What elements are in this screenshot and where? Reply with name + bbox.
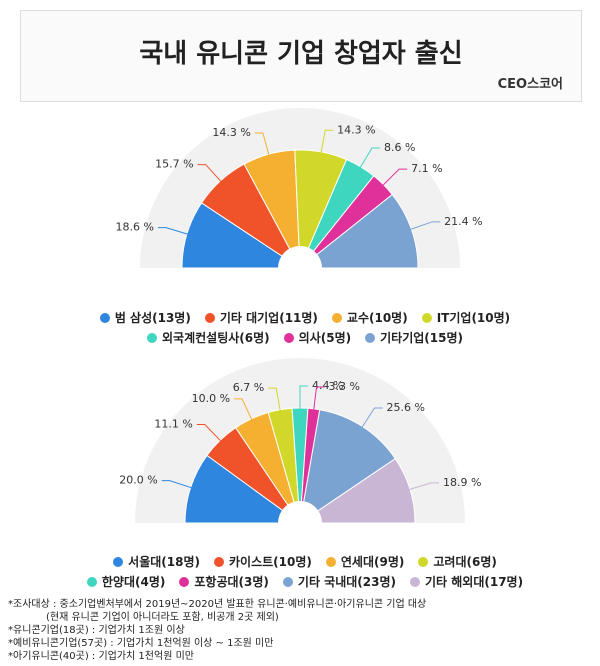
legend-label: 기타 해외대(17명) bbox=[425, 575, 524, 589]
legend-item: 기타 대기업(11명) bbox=[204, 309, 318, 326]
legend-item: 서울대(18명) bbox=[113, 553, 200, 570]
legend-item: 고려대(6명) bbox=[418, 553, 497, 570]
leader-line bbox=[234, 398, 254, 423]
data-label: 3.3 % bbox=[329, 380, 360, 393]
legend-swatch bbox=[147, 332, 158, 343]
data-label: 14.3 % bbox=[337, 123, 375, 136]
legend-label: 포항공대(3명) bbox=[194, 575, 269, 589]
legend-item: 카이스트(10명) bbox=[214, 553, 312, 570]
legend-swatch bbox=[283, 332, 294, 343]
legend-swatch bbox=[325, 556, 336, 567]
legend-item: 범 삼성(13명) bbox=[99, 309, 191, 326]
hole bbox=[278, 246, 322, 268]
data-label: 15.7 % bbox=[155, 158, 193, 171]
notes: *조사대상 : 중소기업벤처부에서 2019년~2020년 발표한 유니콘·예비… bbox=[8, 598, 426, 663]
leader-line bbox=[380, 168, 408, 188]
legend-label: 한양대(4명) bbox=[101, 575, 166, 589]
data-label: 7.1 % bbox=[411, 162, 442, 175]
leader-line bbox=[197, 164, 224, 185]
leader-line bbox=[196, 423, 224, 444]
legend-label: 교수(10명) bbox=[346, 311, 408, 325]
leader-line bbox=[358, 147, 381, 171]
leader-line bbox=[405, 482, 440, 492]
legend-label: 카이스트(10명) bbox=[229, 555, 312, 569]
legend-label: 고려대(6명) bbox=[433, 555, 497, 569]
legend-item: IT기업(10명) bbox=[421, 309, 511, 326]
legend-swatch bbox=[365, 332, 376, 343]
data-label: 18.6 % bbox=[115, 221, 153, 234]
leader-line bbox=[359, 407, 383, 431]
data-label: 11.1 % bbox=[154, 417, 192, 430]
leader-line bbox=[157, 227, 191, 236]
data-label: 25.6 % bbox=[386, 401, 424, 414]
legend-item: 기타기업(15명) bbox=[365, 329, 463, 346]
legend-swatch bbox=[418, 556, 429, 567]
legend-item: 한양대(4명) bbox=[86, 573, 166, 590]
legend-item: 기타 해외대(17명) bbox=[410, 573, 523, 590]
legend-label: IT기업(10명) bbox=[436, 311, 511, 325]
leader-line bbox=[299, 385, 308, 412]
legend-swatch bbox=[282, 576, 293, 587]
title-box: 국내 유니콘 기업 창업자 출신 CEO스코어 bbox=[20, 10, 582, 102]
data-label: 4.4 % bbox=[312, 379, 343, 392]
note: *조사대상 : 중소기업벤처부에서 2019년~2020년 발표한 유니콘·예비… bbox=[8, 599, 427, 610]
data-label: 18.9 % bbox=[443, 476, 481, 489]
legend-label: 의사(5명) bbox=[298, 331, 352, 345]
legend-item: 외국계컨설팅사(6명) bbox=[147, 329, 270, 346]
legend-swatch bbox=[214, 556, 224, 567]
note: *예비유니콘기업(57곳) : 기업가치 1천억원 이상 ~ 1조원 미만 bbox=[8, 638, 274, 649]
legend-swatch bbox=[113, 556, 124, 567]
leader-line bbox=[407, 221, 441, 231]
legend-label: 범 삼성(13명) bbox=[114, 311, 191, 325]
leader-line bbox=[268, 387, 282, 414]
data-label: 20.0 % bbox=[119, 474, 157, 487]
legend-swatch bbox=[179, 576, 190, 587]
data-label: 8.6 % bbox=[384, 141, 415, 154]
legend-item: 교수(10명) bbox=[331, 309, 408, 326]
legend-item: 의사(5명) bbox=[283, 329, 352, 346]
source: CEO스코어 bbox=[497, 77, 563, 92]
data-label: 10.0 % bbox=[192, 392, 230, 405]
leader-line bbox=[312, 386, 325, 413]
note: (현재 유니콘 기업이 아니더라도 포함, 비공개 2곳 제외) bbox=[46, 612, 279, 623]
page-title: 국내 유니콘 기업 창업자 출신 bbox=[139, 39, 463, 69]
legend-label: 기타 대기업(11명) bbox=[219, 311, 318, 325]
data-label: 14.3 % bbox=[212, 126, 250, 139]
legend-item: 기타 국내대(23명) bbox=[282, 573, 396, 590]
leader-line bbox=[161, 480, 195, 490]
leader-line bbox=[319, 129, 334, 156]
legend-label: 연세대(9명) bbox=[340, 555, 405, 569]
legend-swatch bbox=[410, 576, 420, 587]
hole bbox=[278, 501, 322, 523]
legend-item: 포항공대(3명) bbox=[179, 573, 269, 590]
legend-label: 기타 국내대(23명) bbox=[297, 575, 396, 589]
legend: 서울대(18명) 카이스트(10명) 연세대(9명) 고려대(6명) 한양대(4명) 포항… bbox=[60, 553, 550, 590]
note: *아기유니콘(40곳) : 기업가치 1천억원 미만 bbox=[8, 651, 194, 662]
legend-label: 외국계컨설팅사(6명) bbox=[162, 331, 270, 345]
legend-swatch bbox=[421, 312, 432, 323]
legend-swatch bbox=[99, 312, 110, 323]
leader-line bbox=[254, 132, 271, 159]
note: *유니콘기업(18곳) : 기업가치 1조원 이상 bbox=[8, 625, 185, 636]
legend-swatch bbox=[204, 312, 215, 323]
legend-item: 연세대(9명) bbox=[325, 553, 405, 570]
legend-swatch bbox=[86, 576, 97, 587]
data-label: 21.4 % bbox=[444, 215, 482, 228]
legend-label: 기타기업(15명) bbox=[380, 331, 463, 345]
legend-label: 서울대(18명) bbox=[128, 555, 200, 569]
legend-swatch bbox=[331, 312, 342, 323]
data-label: 6.7 % bbox=[233, 381, 264, 394]
legend: 범 삼성(13명) 기타 대기업(11명) 교수(10명) IT기업(10명) 외국계컨… bbox=[60, 309, 550, 346]
